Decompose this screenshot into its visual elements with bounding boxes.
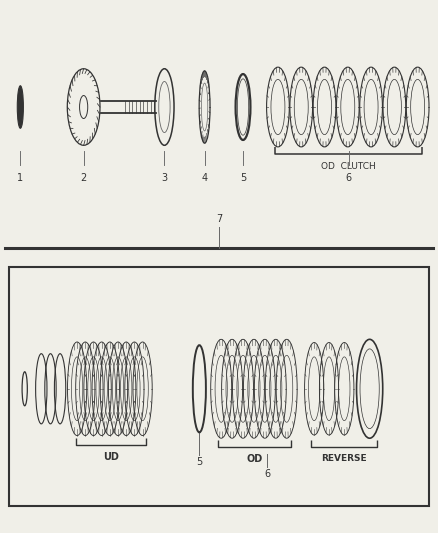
- Text: OD  CLUTCH: OD CLUTCH: [321, 163, 376, 171]
- Text: 1: 1: [17, 173, 23, 183]
- Bar: [10, 266, 428, 506]
- Text: UD: UD: [103, 451, 119, 462]
- Text: 6: 6: [346, 173, 352, 183]
- Text: 3: 3: [161, 173, 167, 183]
- Text: 5: 5: [196, 457, 202, 467]
- Text: 7: 7: [216, 214, 222, 224]
- Text: 6: 6: [264, 469, 270, 479]
- Text: REVERSE: REVERSE: [321, 454, 367, 463]
- Text: 2: 2: [81, 173, 87, 183]
- Text: OD: OD: [247, 454, 263, 464]
- Text: 4: 4: [201, 173, 208, 183]
- Ellipse shape: [17, 86, 23, 128]
- Text: 5: 5: [240, 173, 246, 183]
